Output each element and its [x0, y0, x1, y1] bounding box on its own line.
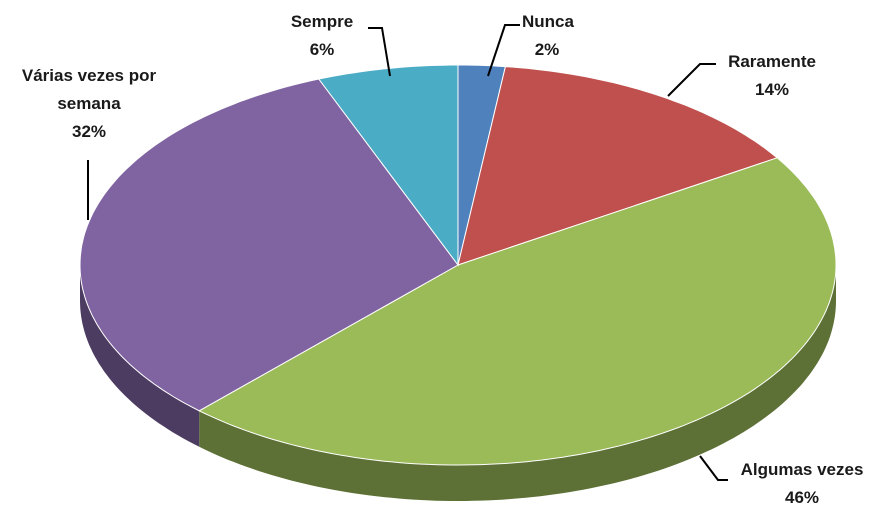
value-label: 2% — [534, 40, 560, 59]
data-label: Raramente 14% — [712, 48, 832, 104]
value-label: 14% — [754, 80, 790, 99]
data-label: Várias vezes por semana 32% — [0, 62, 178, 146]
leader-line — [487, 24, 520, 77]
leader-line — [699, 455, 728, 481]
value-label: 46% — [784, 488, 820, 507]
slice-side — [80, 265, 200, 447]
leader-line — [368, 27, 391, 77]
leader-lines — [87, 24, 728, 481]
slice — [317, 64, 459, 267]
category-label: Várias vezes por semana — [21, 66, 157, 113]
data-label: Algumas vezes 46% — [722, 456, 880, 508]
tops — [79, 64, 837, 466]
category-label: Raramente — [728, 52, 816, 71]
value-label: 32% — [71, 122, 107, 141]
leader-line — [667, 63, 716, 97]
value-label: 6% — [309, 40, 335, 59]
slice — [198, 157, 837, 466]
category-label: Nunca — [522, 12, 574, 31]
category-label: Algumas vezes — [740, 460, 864, 479]
slice-side — [199, 265, 836, 501]
slice — [457, 66, 779, 266]
slice — [79, 78, 459, 412]
data-label: Nunca 2% — [522, 8, 574, 64]
sides — [80, 265, 836, 501]
category-label: Sempre — [290, 12, 354, 31]
data-label: Sempre 6% — [282, 8, 362, 64]
